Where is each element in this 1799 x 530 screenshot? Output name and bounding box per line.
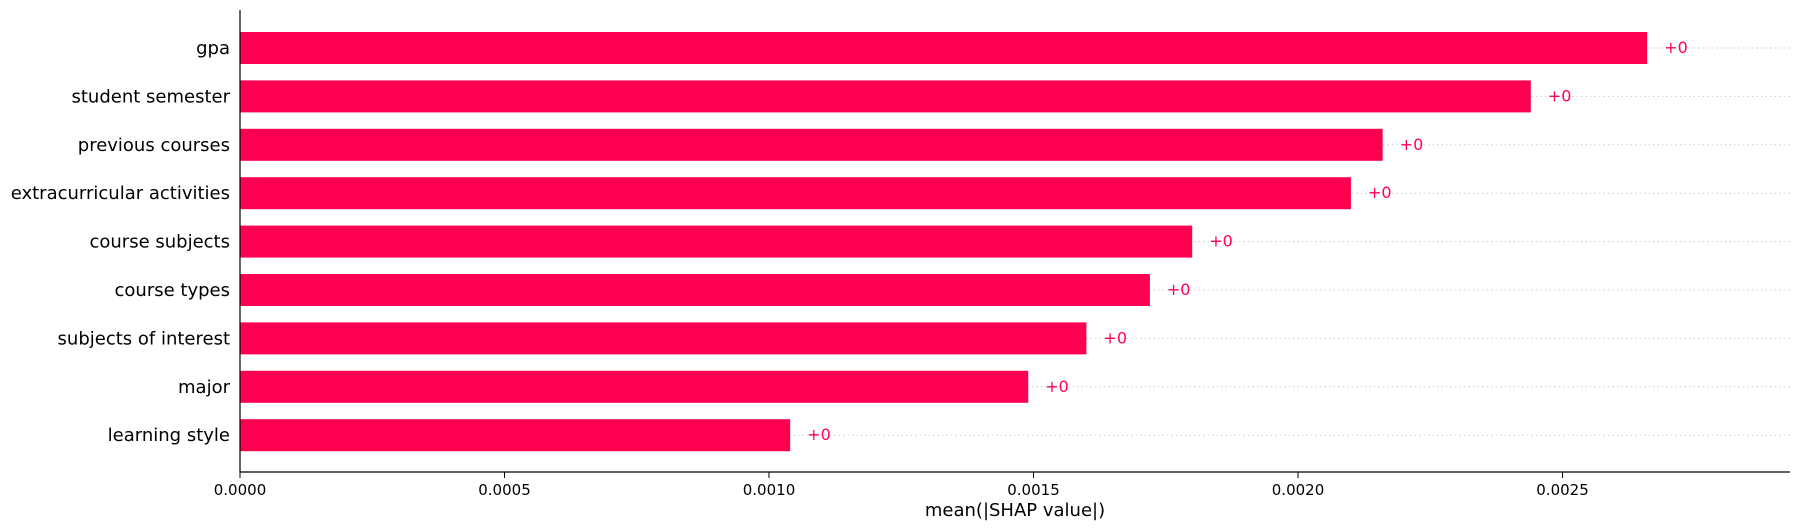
value-labels-group: +0 +0 +0 +0 +0 +0 +0 +0 +0 xyxy=(807,38,1688,444)
bar xyxy=(240,322,1087,355)
bar xyxy=(240,177,1351,210)
value-label: +0 xyxy=(1400,135,1424,154)
value-label: +0 xyxy=(1209,232,1233,251)
x-tick-label: 0.0020 xyxy=(1272,481,1325,499)
value-label: +0 xyxy=(1664,38,1688,57)
category-label: subjects of interest xyxy=(58,328,230,349)
bar xyxy=(240,32,1648,64)
category-label: course types xyxy=(115,280,230,301)
axes-group xyxy=(239,10,1790,473)
bar xyxy=(240,370,1029,403)
category-labels-group: gpa student semester previous courses extra… xyxy=(11,38,231,446)
x-tick-label: 0.0000 xyxy=(214,481,267,499)
bar xyxy=(240,128,1383,161)
category-label: learning style xyxy=(108,425,230,446)
bar xyxy=(240,274,1150,306)
bar xyxy=(240,225,1193,258)
value-label: +0 xyxy=(1548,86,1572,105)
value-label: +0 xyxy=(807,425,831,444)
x-tick-label: 0.0010 xyxy=(743,481,796,499)
x-axis-title: mean(|SHAP value|) xyxy=(925,500,1105,521)
category-label: gpa xyxy=(196,38,230,59)
category-label: extracurricular activities xyxy=(11,183,230,204)
x-tick-label: 0.0015 xyxy=(1007,481,1060,499)
x-tick-label: 0.0025 xyxy=(1536,481,1589,499)
x-ticks-group: 0.0000 0.0005 0.0010 0.0015 0.0020 0.0025 xyxy=(214,472,1589,499)
value-label: +0 xyxy=(1167,280,1191,299)
category-label: student semester xyxy=(71,86,230,107)
bars-group xyxy=(240,32,1648,452)
value-label: +0 xyxy=(1103,328,1127,347)
bar xyxy=(240,419,791,452)
category-label: previous courses xyxy=(78,135,230,156)
x-tick-label: 0.0005 xyxy=(478,481,531,499)
category-label: course subjects xyxy=(89,232,230,253)
bar xyxy=(240,80,1531,113)
value-label: +0 xyxy=(1368,183,1392,202)
category-label: major xyxy=(178,377,231,398)
value-label: +0 xyxy=(1045,377,1069,396)
